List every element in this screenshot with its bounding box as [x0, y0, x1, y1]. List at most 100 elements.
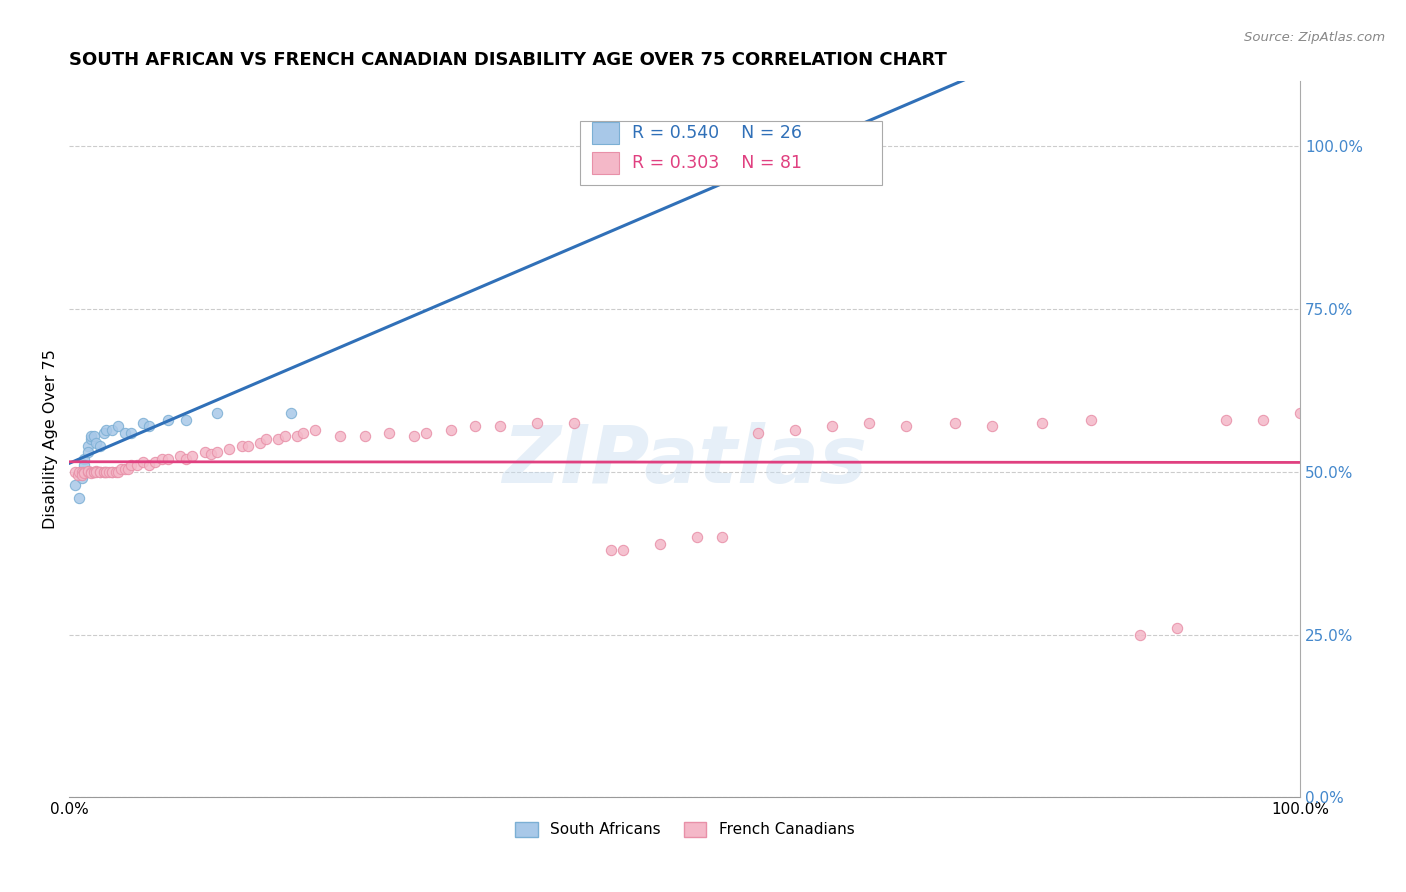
- Point: [67, 491, 90, 505]
- Point: [249, 435, 271, 450]
- Point: [67, 465, 90, 479]
- Point: [1251, 413, 1274, 427]
- Point: [174, 451, 197, 466]
- Text: SOUTH AFRICAN VS FRENCH CANADIAN DISABILITY AGE OVER 75 CORRELATION CHART: SOUTH AFRICAN VS FRENCH CANADIAN DISABIL…: [69, 51, 948, 69]
- Point: [329, 429, 352, 443]
- Text: Source: ZipAtlas.com: Source: ZipAtlas.com: [1244, 31, 1385, 45]
- Point: [1031, 416, 1053, 430]
- Text: R = 0.303    N = 81: R = 0.303 N = 81: [631, 154, 801, 172]
- Legend: South Africans, French Canadians: South Africans, French Canadians: [509, 816, 860, 844]
- Point: [84, 465, 107, 479]
- Point: [73, 467, 96, 481]
- Point: [132, 455, 155, 469]
- Point: [236, 439, 259, 453]
- Point: [101, 423, 124, 437]
- Point: [218, 442, 240, 457]
- Point: [138, 419, 160, 434]
- Point: [353, 429, 375, 443]
- Point: [440, 423, 463, 437]
- Point: [150, 451, 173, 466]
- Point: [101, 465, 124, 479]
- Point: [599, 543, 621, 558]
- Text: ZIPatlas: ZIPatlas: [502, 422, 868, 500]
- Point: [93, 425, 115, 440]
- Point: [89, 465, 111, 479]
- Point: [65, 478, 87, 492]
- Point: [114, 461, 136, 475]
- Point: [205, 406, 228, 420]
- Point: [76, 439, 98, 453]
- Point: [83, 465, 105, 479]
- Point: [70, 468, 93, 483]
- Point: [83, 465, 105, 479]
- Point: [83, 429, 105, 443]
- Point: [89, 439, 111, 453]
- Point: [648, 536, 671, 550]
- Point: [114, 425, 136, 440]
- Point: [304, 423, 326, 437]
- Point: [101, 465, 124, 479]
- Point: [526, 416, 548, 430]
- Point: [254, 433, 277, 447]
- Point: [84, 435, 107, 450]
- Point: [280, 406, 302, 420]
- Point: [267, 433, 290, 447]
- Point: [981, 419, 1004, 434]
- Point: [378, 425, 401, 440]
- Point: [894, 419, 917, 434]
- Point: [686, 530, 709, 544]
- Point: [70, 471, 93, 485]
- Point: [169, 449, 191, 463]
- Point: [96, 423, 118, 437]
- Point: [285, 429, 308, 443]
- Point: [1129, 628, 1152, 642]
- Point: [747, 425, 769, 440]
- Point: [73, 458, 96, 473]
- Point: [489, 419, 512, 434]
- Text: R = 0.540    N = 26: R = 0.540 N = 26: [631, 124, 801, 143]
- Point: [200, 447, 222, 461]
- Point: [70, 465, 93, 479]
- Point: [97, 465, 120, 479]
- Point: [174, 413, 197, 427]
- Point: [80, 467, 103, 481]
- Point: [710, 530, 733, 544]
- Point: [105, 465, 128, 479]
- Point: [858, 416, 880, 430]
- Point: [415, 425, 437, 440]
- Point: [107, 419, 129, 434]
- Point: [93, 465, 115, 479]
- Point: [110, 461, 132, 475]
- FancyBboxPatch shape: [592, 122, 620, 145]
- Point: [80, 433, 103, 447]
- Point: [821, 419, 844, 434]
- Point: [612, 543, 634, 558]
- Point: [402, 429, 425, 443]
- Point: [1289, 406, 1312, 420]
- Point: [93, 465, 115, 479]
- Point: [120, 458, 142, 473]
- Point: [65, 465, 87, 479]
- Point: [1166, 621, 1188, 635]
- Point: [84, 464, 107, 478]
- Point: [562, 416, 585, 430]
- Point: [785, 423, 807, 437]
- Point: [76, 464, 98, 478]
- Point: [70, 465, 93, 479]
- Point: [945, 416, 967, 430]
- Y-axis label: Disability Age Over 75: Disability Age Over 75: [44, 350, 58, 529]
- Point: [107, 465, 129, 479]
- Point: [156, 451, 179, 466]
- Point: [1080, 413, 1102, 427]
- Point: [66, 468, 89, 483]
- Point: [96, 465, 118, 479]
- Point: [76, 465, 98, 479]
- Point: [120, 425, 142, 440]
- Point: [156, 413, 179, 427]
- Point: [132, 416, 155, 430]
- Point: [273, 429, 295, 443]
- Point: [231, 439, 253, 453]
- Point: [194, 445, 217, 459]
- Point: [80, 465, 103, 479]
- Point: [205, 445, 228, 459]
